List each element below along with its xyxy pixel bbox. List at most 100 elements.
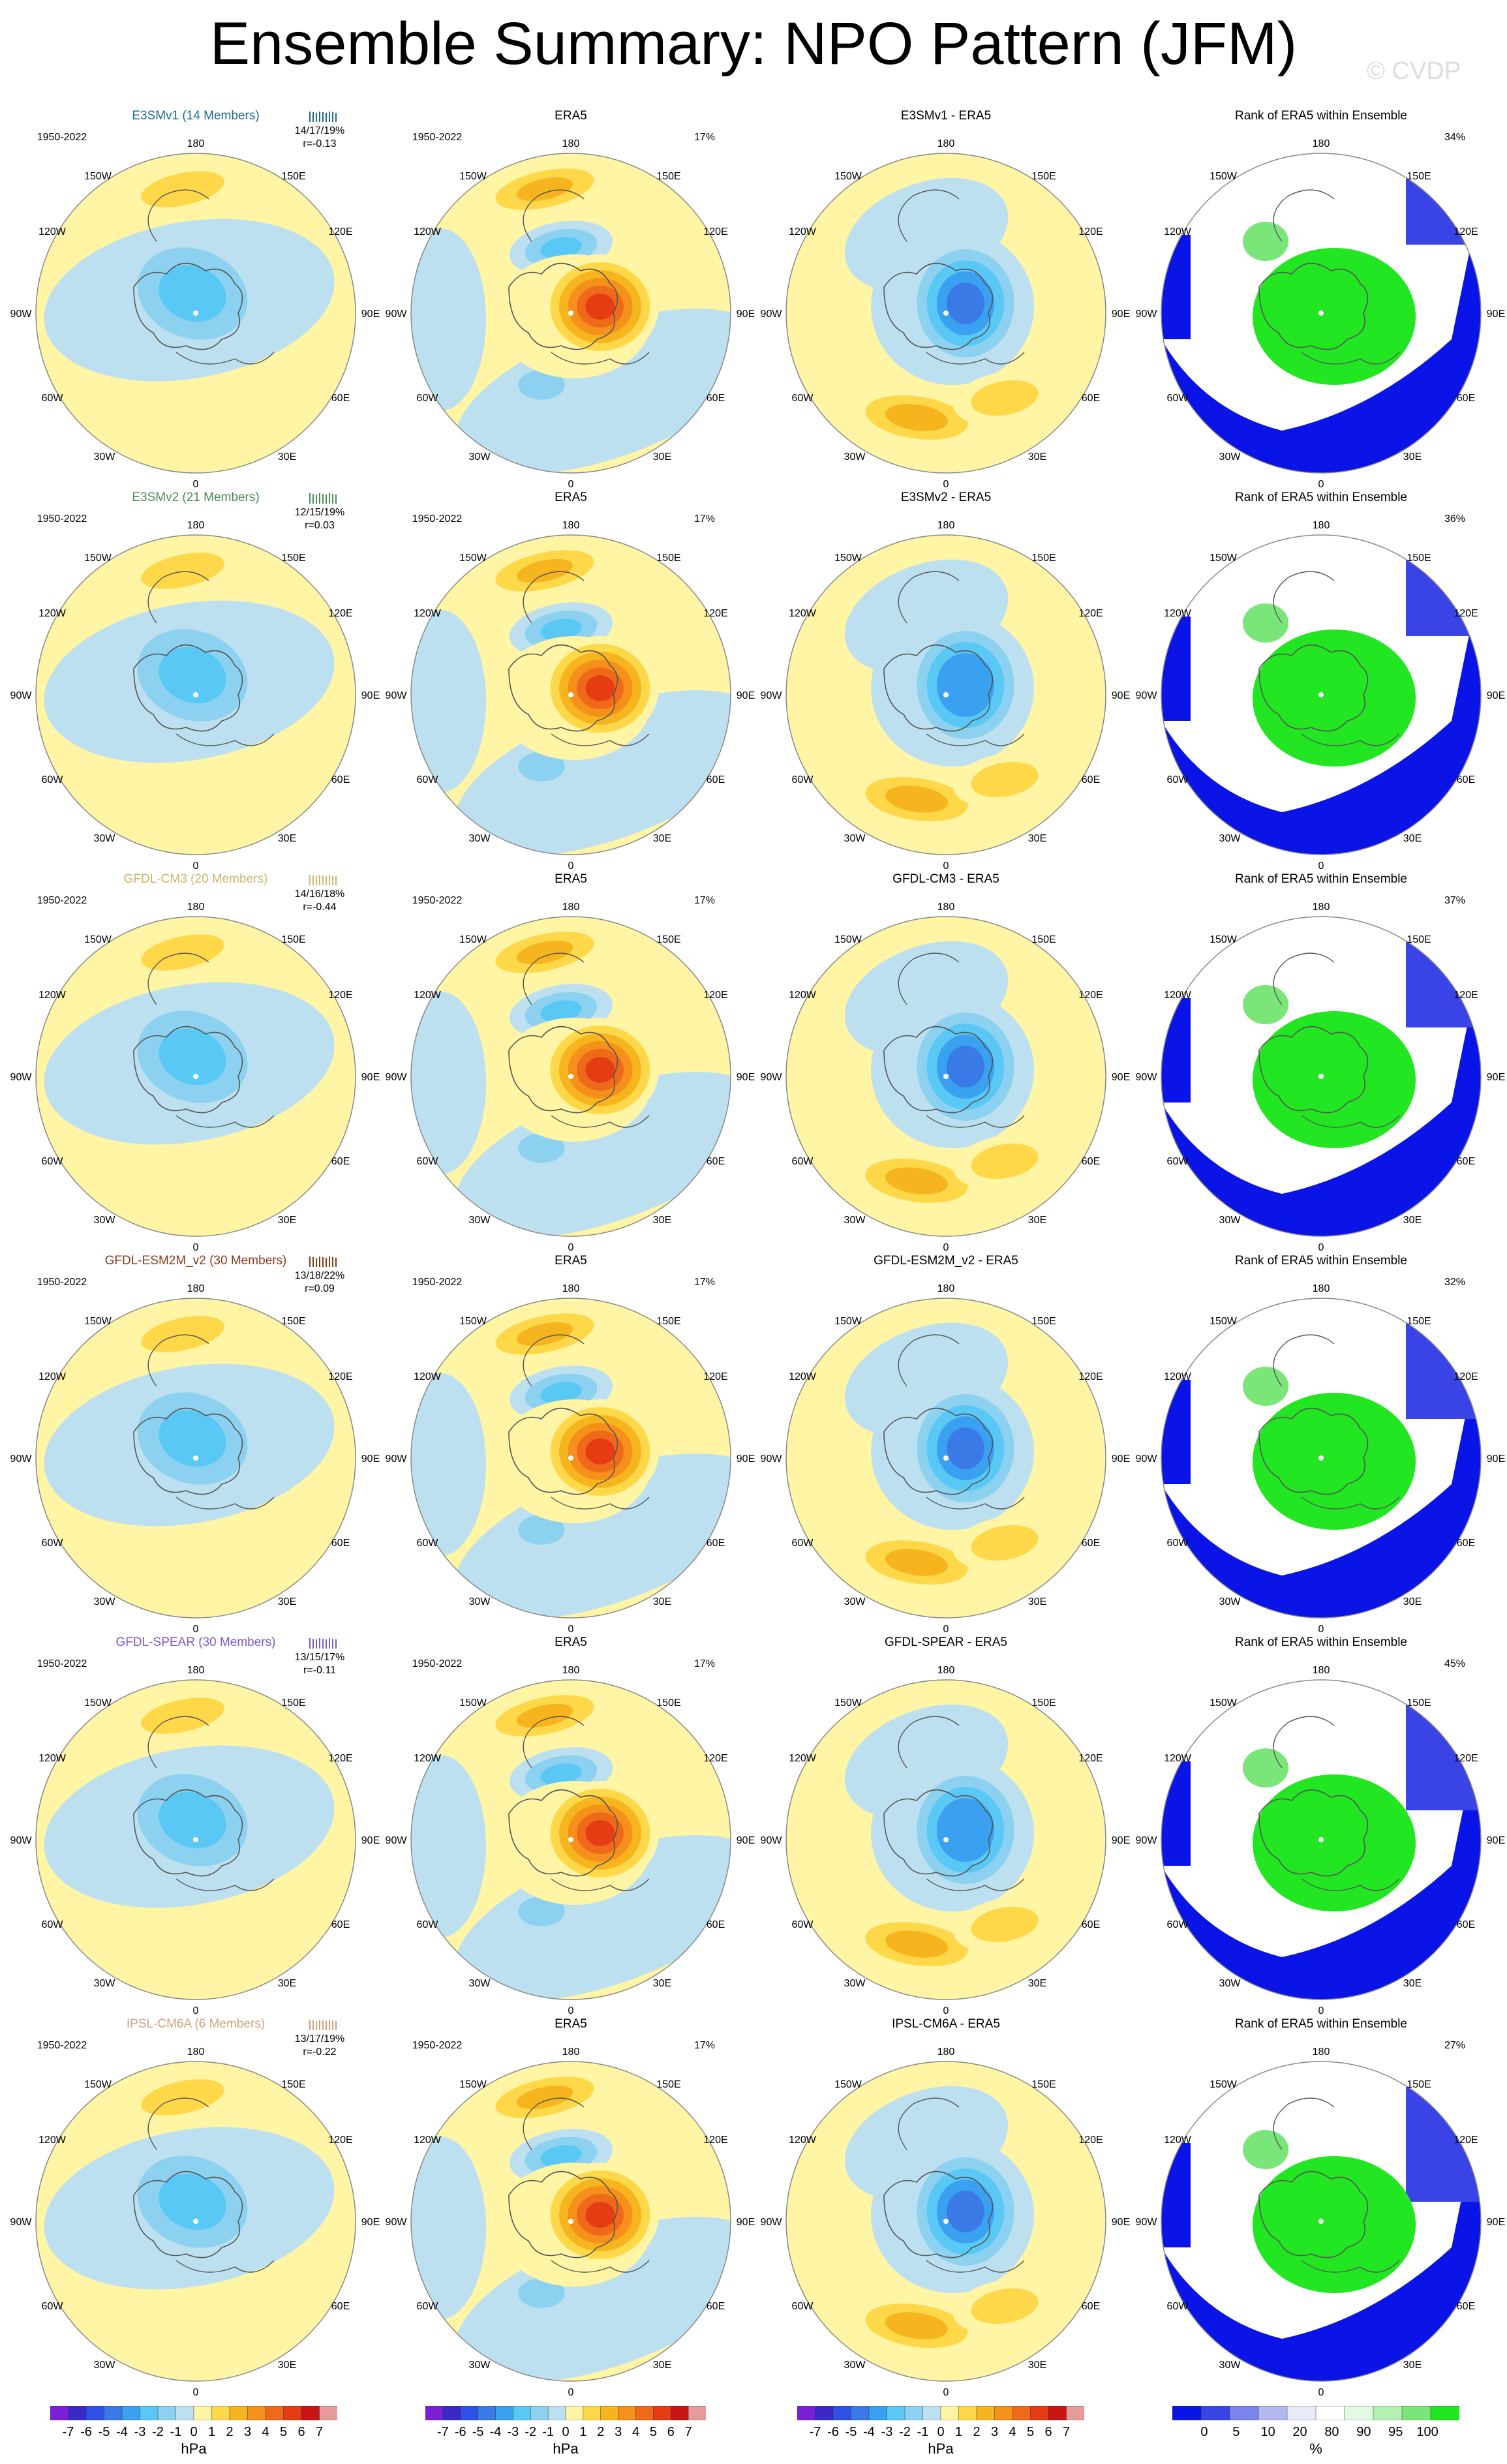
- lon-label-90e: 90E: [1112, 1835, 1130, 1846]
- contour-shade: [141, 171, 224, 207]
- contour-shade: [455, 690, 731, 855]
- lon-label-150e: 150E: [656, 1316, 680, 1327]
- colorbar-tick-label: 2: [226, 2425, 234, 2439]
- colorbar-tick-label: 1: [207, 2425, 216, 2439]
- coastline: [1273, 1716, 1335, 1769]
- contour-shade: [971, 1143, 1039, 1179]
- colorbar-tick-label: -3: [507, 2425, 519, 2439]
- coastline: [1301, 1878, 1400, 1891]
- lon-label-150w: 150W: [459, 1697, 487, 1709]
- rank-high-region: [1253, 1011, 1416, 1148]
- north-pole-marker: [1318, 1455, 1324, 1461]
- coastline: [883, 262, 994, 350]
- rank-title-label: Rank of ERA5 within Ensemble: [1235, 109, 1407, 123]
- contour-shade: [971, 761, 1039, 798]
- rank-low-region: [1161, 2143, 1191, 2247]
- colorbar-tick-label: -5: [845, 2425, 857, 2439]
- difference-title-label: IPSL-CM6A - ERA5: [892, 2017, 1000, 2031]
- contour-shade: [518, 370, 565, 400]
- rank-low-region: [1161, 1722, 1481, 2000]
- contour-shade: [540, 237, 582, 259]
- lon-label-30w: 30W: [844, 1215, 866, 1226]
- lon-label-180: 180: [187, 1283, 205, 1294]
- map-boundary: [785, 153, 1106, 474]
- lon-label-60w: 60W: [1167, 1156, 1189, 1167]
- lon-label-0: 0: [1318, 1624, 1324, 1635]
- rank-title-label: Rank of ERA5 within Ensemble: [1235, 491, 1407, 504]
- lon-label-60w: 60W: [417, 2301, 439, 2312]
- colorbar-tick-label: -4: [489, 2425, 502, 2439]
- lon-label-60e: 60E: [331, 1156, 350, 1167]
- rank-high-region: [1253, 1774, 1416, 1911]
- lon-label-90e: 90E: [361, 1453, 380, 1465]
- north-pole-marker: [1318, 692, 1324, 697]
- lon-label-120e: 120E: [328, 226, 352, 237]
- lon-label-90e: 90E: [1487, 309, 1505, 320]
- lon-label-150e: 150E: [281, 171, 305, 182]
- lon-label-150e: 150E: [1031, 171, 1056, 182]
- lon-label-150e: 150E: [656, 171, 680, 182]
- map-boundary: [785, 1298, 1106, 1619]
- lon-label-150e: 150E: [281, 2079, 305, 2090]
- colorbar-hpa-2-bar: [797, 2405, 1085, 2421]
- contour-shade: [518, 752, 565, 782]
- lon-label-120w: 120W: [789, 1371, 817, 1382]
- obs-pct-label: 17%: [694, 132, 715, 143]
- lon-label-120e: 120E: [328, 2135, 352, 2146]
- difference-title-label: GFDL-ESM2M_v2 - ERA5: [874, 1254, 1018, 1268]
- spread-whisker: [309, 493, 337, 504]
- lon-label-120e: 120E: [703, 226, 727, 237]
- lon-label-180: 180: [1313, 1665, 1330, 1676]
- map-panel-r0-c1: [411, 153, 731, 473]
- map-panel-r1-c1: [411, 535, 731, 855]
- lon-label-150e: 150E: [1407, 934, 1431, 945]
- contour-shade: [540, 1763, 582, 1786]
- lon-label-90e: 90E: [361, 690, 380, 701]
- lon-label-60e: 60E: [331, 2301, 350, 2312]
- map-panel-r4-c3: [1161, 1680, 1481, 2000]
- lon-label-180: 180: [562, 902, 580, 913]
- colorbar-tick-label: 5: [1232, 2425, 1240, 2439]
- rank-title-label: Rank of ERA5 within Ensemble: [1235, 1254, 1407, 1268]
- lon-label-90e: 90E: [737, 309, 755, 320]
- map-boundary: [35, 2061, 356, 2382]
- contour-shade: [518, 1515, 565, 1545]
- colorbar-swatch: [1048, 2405, 1067, 2421]
- colorbar-tick-label: 4: [632, 2425, 640, 2439]
- lon-label-90w: 90W: [761, 2217, 783, 2228]
- colorbar-swatch: [104, 2405, 123, 2421]
- lon-label-150e: 150E: [281, 1316, 305, 1327]
- coastline: [1301, 1497, 1400, 1510]
- lon-label-30e: 30E: [653, 1978, 671, 1989]
- colorbar-swatch: [442, 2405, 461, 2421]
- contour-shade: [159, 646, 226, 704]
- lon-label-90e: 90E: [1487, 1835, 1505, 1846]
- lon-label-180: 180: [562, 520, 580, 531]
- lon-label-60w: 60W: [1167, 2301, 1189, 2312]
- map-boundary: [1161, 916, 1482, 1237]
- map-boundary: [785, 916, 1106, 1237]
- lon-label-60w: 60W: [792, 1538, 814, 1549]
- coastline: [175, 1115, 275, 1128]
- colorbar-swatch: [958, 2405, 977, 2421]
- rank-high-region: [1253, 1393, 1416, 1530]
- colorbar-tick-label: -7: [436, 2425, 449, 2439]
- colorbar-swatch: [495, 2405, 514, 2421]
- coastline: [1273, 571, 1335, 624]
- lon-label-30w: 30W: [469, 2360, 491, 2371]
- lon-label-120w: 120W: [1164, 226, 1192, 237]
- lon-label-30e: 30E: [1028, 1978, 1046, 1989]
- coastline: [147, 2097, 209, 2150]
- contour-shade: [971, 2288, 1039, 2324]
- lon-label-60w: 60W: [417, 1156, 439, 1167]
- lon-label-150e: 150E: [1031, 934, 1056, 945]
- contour-shade: [411, 1373, 486, 1556]
- lon-label-120w: 120W: [414, 1753, 442, 1764]
- lon-label-180: 180: [187, 138, 205, 149]
- colorbar-tick-label: 3: [990, 2425, 999, 2439]
- contour-shade: [585, 294, 615, 320]
- map-panel-r4-c2: [786, 1680, 1106, 2000]
- colorbar-hpa-1-unit: hPa: [553, 2441, 579, 2457]
- lon-label-150w: 150W: [459, 934, 487, 945]
- colorbar-swatch: [1430, 2405, 1460, 2421]
